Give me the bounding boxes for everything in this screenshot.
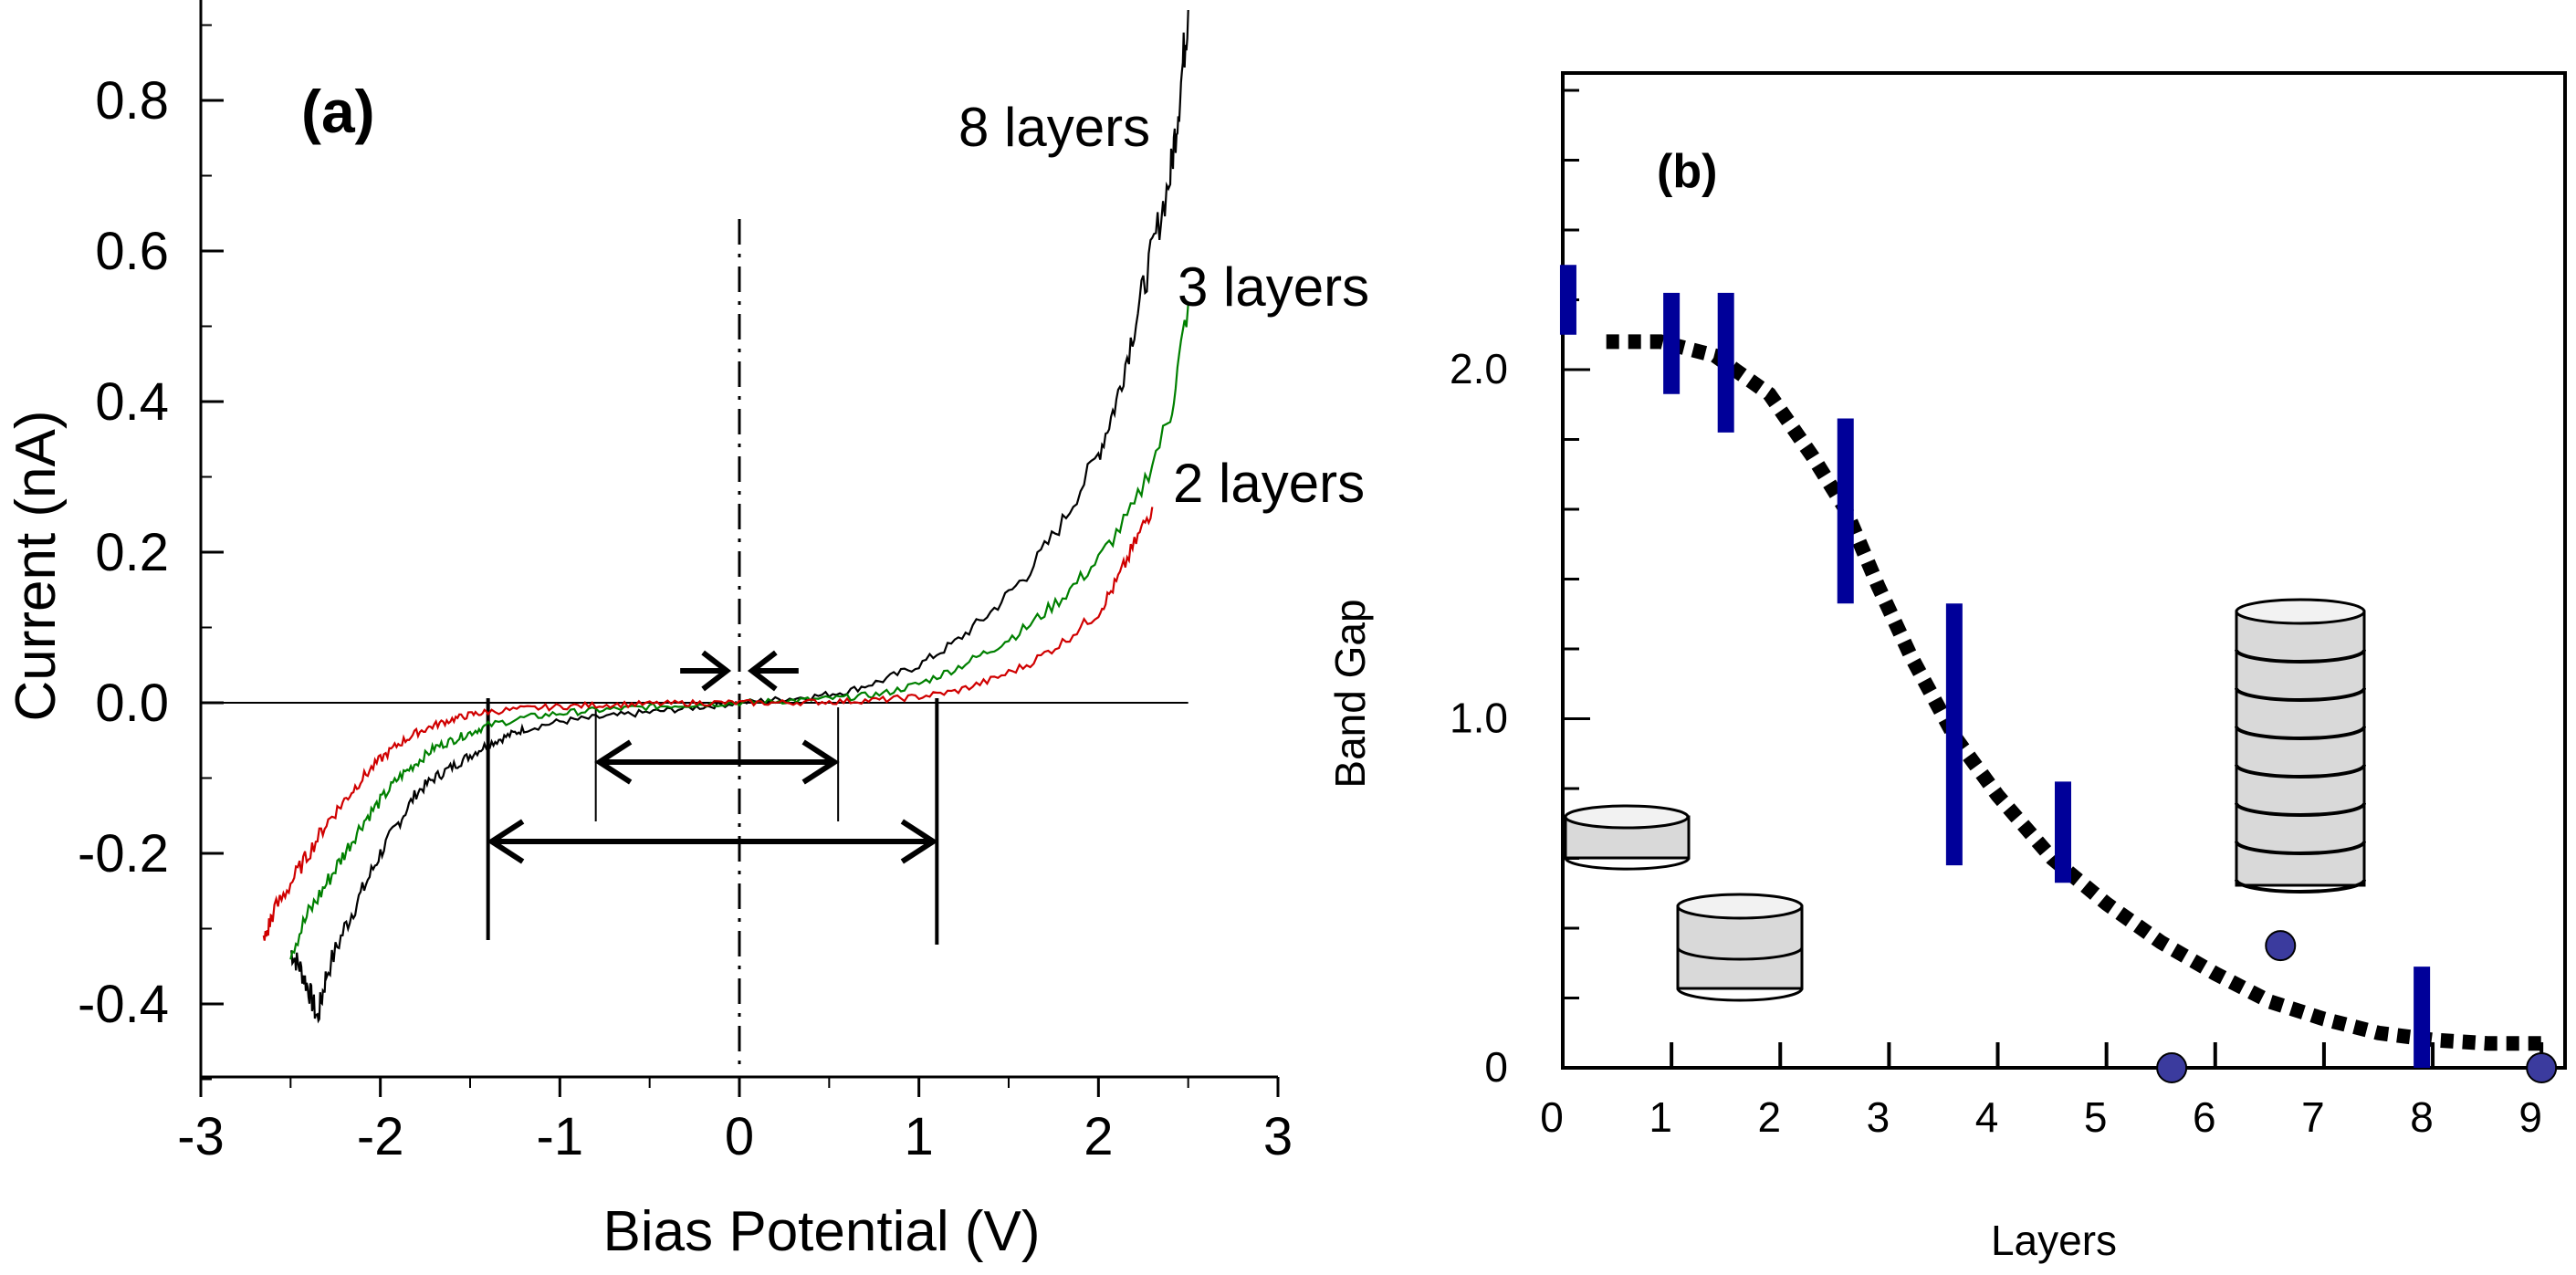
x-tick-label: 1 (1649, 1093, 1672, 1141)
x-tick-label: -1 (537, 1107, 584, 1166)
band-gap-point (2265, 930, 2297, 962)
x-tick-label: -2 (357, 1107, 404, 1166)
y-tick-label: 0.8 (95, 71, 169, 131)
y-tick-label: 0.4 (95, 372, 169, 432)
stack-ring (2235, 764, 2366, 779)
inner-arrow-right-head (747, 650, 778, 692)
arrow-head-right (900, 819, 938, 864)
stack-ring (2235, 879, 2366, 894)
inner-gap-arrows (680, 650, 799, 692)
stack-ring (2235, 687, 2366, 702)
stack-ring (2235, 841, 2366, 855)
x-tick-label: 3 (1263, 1107, 1293, 1166)
panel-b-y-axis-title: Band Gap (1326, 599, 1374, 788)
series-label-8-layers: 8 layers (958, 97, 1150, 158)
fit-curve-line (1606, 334, 2542, 1051)
panel-a-ticks: -3 -2 -1 0 1 2 3 0.8 0.6 0.4 0.2 0.0 -0.2 -0.4 (78, 24, 1293, 1166)
eight-layer-disk-illustration (2235, 598, 2366, 894)
band-gap-point (2156, 1052, 2188, 1083)
one-layer-disk-illustration (1564, 804, 1691, 871)
y-tick-label: -0.4 (78, 975, 169, 1034)
x-tick-label: 8 (2410, 1093, 2434, 1141)
inner-arrow-left-head (701, 650, 732, 692)
arrow-head-right (801, 739, 840, 785)
series-line-2-layers (262, 507, 1154, 941)
series-label-3-layers: 3 layers (1178, 256, 1369, 318)
x-tick-label: 2 (1757, 1093, 1781, 1141)
arrow-head-left (594, 739, 633, 785)
stack-ring (2235, 726, 2366, 740)
y-tick-label: 0.6 (95, 222, 169, 281)
panel-b-frame (1561, 71, 2567, 1070)
panel-a-x-axis-title: Bias Potential (V) (603, 1200, 1041, 1263)
band-gap-points (2156, 930, 2558, 1083)
panel-a-series (262, 9, 1189, 1024)
outer-gap-arrow (487, 819, 938, 864)
x-tick-label: 9 (2518, 1093, 2542, 1141)
series-line-8-layers (290, 9, 1189, 1024)
stack-ring (2235, 802, 2366, 817)
y-tick-label: 2.0 (1450, 345, 1508, 392)
y-tick-label: 1.0 (1450, 695, 1508, 742)
x-tick-label: 6 (2193, 1093, 2216, 1141)
x-tick-label: 0 (725, 1107, 754, 1166)
panel-a-label: (a) (301, 78, 375, 145)
x-tick-label: 3 (1867, 1093, 1890, 1141)
x-tick-label: 0 (1540, 1093, 1564, 1141)
panel-b-ticks: 0 1 2 3 4 5 6 7 8 9 2.0 1.0 0 (1450, 89, 2544, 1141)
x-tick-label: 1 (905, 1107, 934, 1166)
panel-b: 0 1 2 3 4 5 6 7 8 9 2.0 1.0 0 (b) Layers Band Gap (1326, 71, 2567, 1264)
band-gap-point (2526, 1052, 2558, 1083)
y-tick-label: 0 (1484, 1043, 1508, 1091)
x-tick-label: -3 (177, 1107, 225, 1166)
arrow-head-left (487, 819, 525, 864)
two-layer-disk-illustration (1676, 893, 1804, 1002)
stack-ring (2235, 649, 2366, 664)
panel-a-y-axis-title: Current (nA) (5, 410, 68, 721)
x-tick-label: 4 (1975, 1093, 1999, 1141)
panel-b-label: (b) (1657, 145, 1717, 198)
panel-a-annotations (201, 219, 1189, 1068)
x-tick-label: 5 (2084, 1093, 2108, 1141)
series-label-2-layers: 2 layers (1173, 453, 1365, 514)
fit-curve (1606, 334, 2542, 1051)
y-tick-label: 0.0 (95, 674, 169, 733)
x-tick-label: 2 (1084, 1107, 1113, 1166)
y-tick-label: 0.2 (95, 523, 169, 582)
panel-b-x-axis-title: Layers (1991, 1217, 2117, 1264)
series-line-3-layers (289, 303, 1189, 960)
panel-a: -3 -2 -1 0 1 2 3 0.8 0.6 0.4 0.2 0.0 -0.2 -0.4 (a) 8 … (5, 0, 1369, 1263)
band-gap-bars (1559, 265, 2431, 1068)
y-tick-label: -0.2 (78, 824, 169, 883)
middle-gap-arrow (594, 739, 840, 785)
x-tick-label: 7 (2301, 1093, 2325, 1141)
